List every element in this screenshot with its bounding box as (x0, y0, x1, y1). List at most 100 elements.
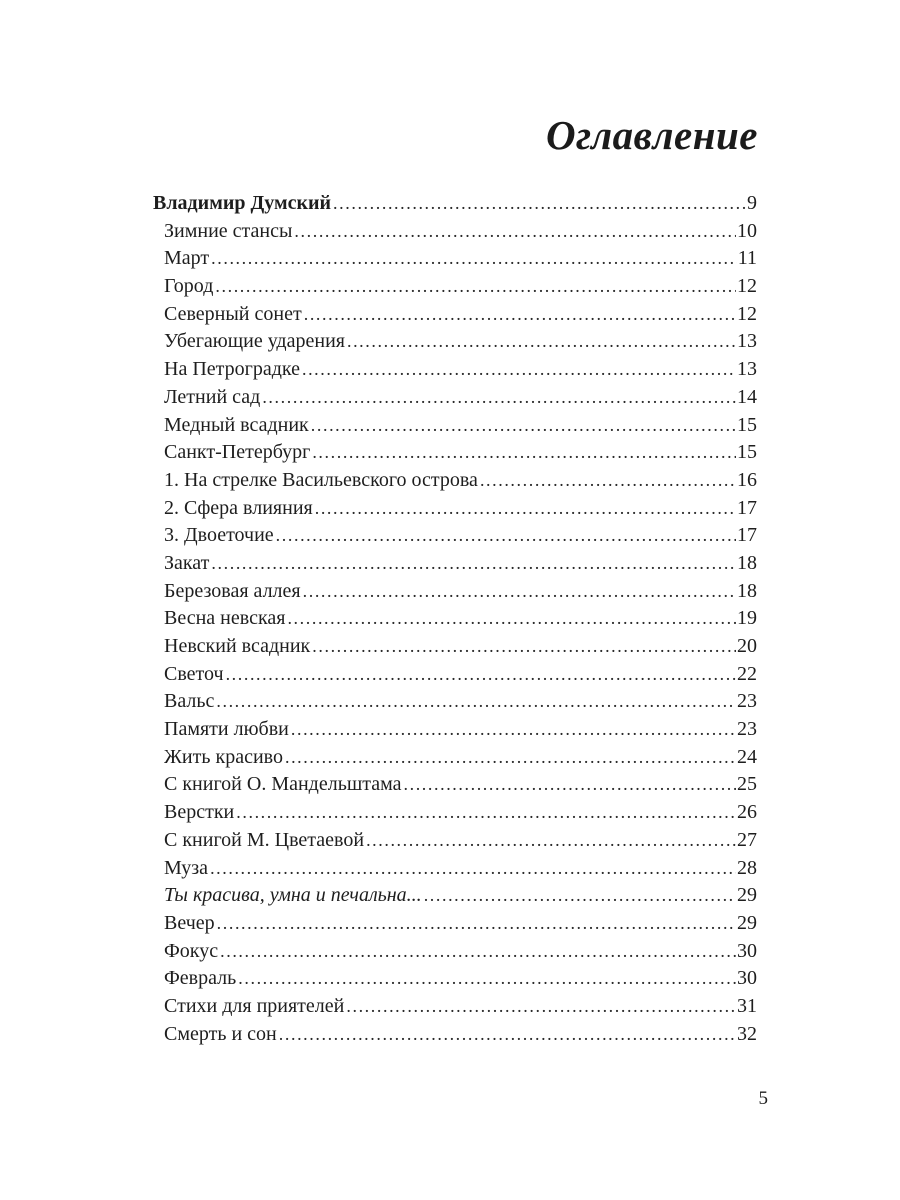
toc-leader-dots: ........................................… (479, 469, 736, 490)
toc-entry-label: Жить красиво (164, 745, 283, 768)
toc-leader-dots: ........................................… (284, 746, 736, 767)
toc-entry-label: Владимир Думский (153, 192, 332, 214)
toc-entry-label: Весна невская (164, 607, 286, 630)
toc-entry-page: 20 (737, 635, 757, 657)
toc-entry: Стихи для приятелей.....................… (164, 995, 757, 1023)
toc-entry: Февраль.................................… (164, 967, 757, 995)
toc-leader-dots: ........................................… (287, 608, 736, 629)
toc-entry: Муза....................................… (164, 857, 757, 885)
toc-entry: Закат...................................… (164, 552, 757, 580)
toc-leader-dots: ........................................… (301, 359, 736, 380)
toc-entry: Невский всадник.........................… (164, 635, 757, 663)
toc-leader-dots: ........................................… (294, 220, 736, 241)
toc-entry: С книгой О. Мандельштама................… (164, 773, 757, 801)
toc-entry-page: 17 (737, 524, 757, 547)
toc-entry-label: 3. Двоеточие (164, 524, 274, 547)
toc-leader-dots: ........................................… (312, 442, 736, 463)
toc-leader-dots: ........................................… (238, 968, 736, 989)
toc-entry: Фокус...................................… (164, 940, 757, 968)
toc-leader-dots: ........................................… (333, 193, 746, 213)
toc-entry-label: Ты красива, умна и печальна... (164, 884, 422, 907)
toc-entry-label: Убегающие ударения (164, 330, 345, 353)
toc-entry: Санкт-Петербург.........................… (164, 441, 757, 469)
toc-entry-label: Город (164, 275, 214, 298)
toc-leader-dots: ........................................… (216, 912, 736, 933)
toc-entry-page: 18 (737, 551, 757, 574)
toc-leader-dots: ........................................… (225, 663, 736, 684)
toc-entry-page: 9 (747, 192, 757, 214)
toc-entry: Март....................................… (164, 247, 757, 275)
toc-entry-label: Светоч (164, 662, 224, 685)
toc-entry-page: 24 (737, 745, 757, 768)
toc-entry: Смерть и сон............................… (164, 1023, 757, 1051)
toc-entry-label: Верстки (164, 801, 235, 824)
toc-entry-page: 17 (737, 496, 757, 519)
toc-entry-label: С книгой М. Цветаевой (164, 828, 365, 851)
toc-leader-dots: ........................................… (366, 829, 736, 850)
toc-entry-label: Невский всадник (164, 635, 311, 657)
toc-leader-dots: ........................................… (275, 525, 736, 546)
toc-entry-label: Летний сад (164, 385, 261, 408)
toc-leader-dots: ........................................… (278, 1023, 736, 1044)
toc-entry: Северный сонет..........................… (164, 303, 757, 331)
page-title: Оглавление (545, 112, 758, 158)
toc-entry-label: Март (164, 247, 210, 270)
toc-entry: Убегающие ударения......................… (164, 330, 757, 358)
toc-entry-label: Закат (164, 551, 210, 574)
toc-leader-dots: ........................................… (303, 303, 736, 324)
toc-entry: 2. Сфера влияния........................… (164, 497, 757, 525)
toc-entry-page: 16 (737, 468, 757, 491)
toc-entry: Владимир Думский........................… (153, 192, 757, 220)
toc-entry: Памяти любви............................… (164, 718, 757, 746)
toc-leader-dots: ........................................… (215, 276, 736, 297)
toc-entry-page: 11 (737, 247, 757, 270)
toc-entry: Жить красиво............................… (164, 746, 757, 774)
toc-leader-dots: ........................................… (290, 719, 736, 740)
toc-entry: Верстки.................................… (164, 801, 757, 829)
toc-entry: С книгой М. Цветаевой...................… (164, 829, 757, 857)
toc-entry-label: Северный сонет (164, 302, 302, 325)
toc-entry: 3. Двоеточие............................… (164, 524, 757, 552)
toc-entry: Березовая аллея.........................… (164, 580, 757, 608)
toc-entry-page: 30 (737, 967, 757, 990)
toc-list: Владимир Думский........................… (153, 192, 757, 1051)
toc-leader-dots: ........................................… (302, 580, 736, 601)
toc-entry-label: Стихи для приятелей (164, 994, 345, 1017)
toc-entry-label: Зимние стансы (164, 219, 293, 242)
toc-entry-page: 29 (737, 884, 757, 907)
toc-entry: 1. На стрелке Васильевского острова.....… (164, 469, 757, 497)
toc-entry-page: 14 (737, 385, 757, 408)
toc-leader-dots: ........................................… (314, 497, 736, 518)
page-number: 5 (758, 1088, 769, 1109)
toc-entry: Медный всадник..........................… (164, 414, 757, 442)
toc-entry: Зимние стансы...........................… (164, 220, 757, 248)
toc-leader-dots: ........................................… (403, 774, 737, 795)
toc-entry: Ты красива, умна и печальна.............… (164, 884, 757, 912)
toc-entry-label: Муза (164, 856, 209, 879)
toc-entry-label: Вальс (164, 690, 215, 713)
toc-entry-label: Березовая аллея (164, 579, 301, 602)
toc-entry-label: Санкт-Петербург (164, 441, 311, 464)
toc-leader-dots: ........................................… (312, 636, 736, 656)
toc-entry: На Петроградке..........................… (164, 358, 757, 386)
toc-entry-label: Медный всадник (164, 413, 309, 436)
toc-entry-page: 25 (737, 773, 757, 796)
toc-entry-page: 22 (737, 662, 757, 685)
toc-leader-dots: ........................................… (211, 552, 736, 573)
toc-leader-dots: ........................................… (220, 940, 736, 961)
toc-entry: Весна невская...........................… (164, 607, 757, 635)
toc-entry-label: 2. Сфера влияния (164, 496, 313, 519)
toc-entry: Вальс...................................… (164, 690, 757, 718)
toc-entry-page: 28 (737, 856, 757, 879)
toc-entry-page: 15 (737, 441, 757, 464)
toc-leader-dots: ........................................… (346, 331, 736, 352)
toc-leader-dots: ........................................… (310, 414, 736, 435)
toc-entry-page: 32 (737, 1022, 757, 1045)
toc-entry-page: 27 (737, 828, 757, 851)
toc-entry-page: 10 (737, 219, 757, 242)
toc-entry-label: Памяти любви (164, 718, 289, 741)
toc-entry-page: 18 (737, 579, 757, 602)
toc-entry-label: Смерть и сон (164, 1022, 277, 1045)
toc-entry-label: 1. На стрелке Васильевского острова (164, 468, 478, 491)
